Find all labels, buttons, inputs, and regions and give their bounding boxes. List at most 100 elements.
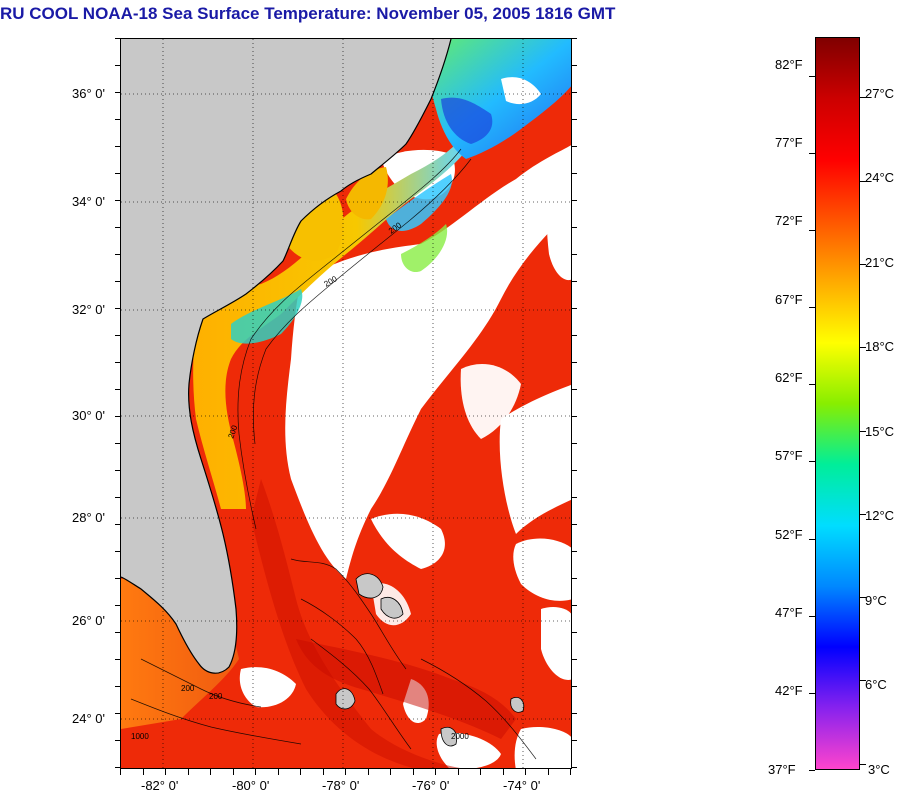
map-lat-tick — [572, 497, 577, 498]
map-lat-tick — [572, 308, 577, 309]
lon-label-78: -78° 0' — [322, 778, 360, 793]
map-lat-tick — [115, 119, 120, 120]
lat-label-32: 32° 0' — [72, 302, 105, 317]
map-lat-tick — [572, 362, 577, 363]
map-lat-tick — [115, 767, 120, 768]
map-lat-tick — [115, 551, 120, 552]
map-lat-tick — [572, 470, 577, 471]
map-lat-tick — [115, 200, 120, 201]
lon-label-82: -82° 0' — [141, 778, 179, 793]
colorbar-c-tick — [860, 347, 866, 348]
map-lat-tick — [115, 686, 120, 687]
map-lat-tick — [115, 281, 120, 282]
map-lat-tick — [115, 254, 120, 255]
map-lon-tick — [413, 769, 414, 775]
graticule — [121, 39, 571, 768]
map-lon-tick — [278, 769, 279, 775]
map-lat-tick — [572, 65, 577, 66]
colorbar-c-tick — [860, 514, 866, 515]
map-lat-tick — [115, 740, 120, 741]
contour-label: 1000 — [131, 732, 149, 741]
map-lat-tick — [572, 200, 577, 201]
map-lat-tick — [572, 173, 577, 174]
map-lat-tick — [572, 38, 577, 39]
map-lon-tick — [345, 769, 346, 775]
map-lon-tick — [368, 769, 369, 775]
colorbar-f-tick — [809, 153, 815, 154]
coastline — [121, 39, 452, 674]
colorbar-f-tick — [809, 770, 815, 771]
sst-map: 200 200 200 200 1000 2000 200 — [120, 38, 572, 769]
colorbar-c-tick — [860, 764, 866, 765]
colorbar-c-label: 12°C — [865, 508, 895, 523]
colorbar-c-label: 3°C — [868, 762, 890, 777]
colorbar-f-tick — [809, 539, 815, 540]
map-lat-tick — [572, 335, 577, 336]
map-lat-tick — [115, 443, 120, 444]
colorbar-f-label: 42°F — [775, 683, 803, 698]
map-lon-tick — [210, 769, 211, 775]
map-lat-tick — [115, 524, 120, 525]
map-lat-tick — [572, 227, 577, 228]
lat-label-36: 36° 0' — [72, 86, 105, 101]
lat-label-24: 24° 0' — [72, 711, 105, 726]
colorbar-c-tick — [860, 264, 866, 265]
map-lat-tick — [115, 227, 120, 228]
colorbar-f-label: 77°F — [775, 135, 803, 150]
map-lat-tick — [572, 146, 577, 147]
colorbar-f-label: 67°F — [775, 292, 803, 307]
map-lat-tick — [572, 713, 577, 714]
map-lat-tick — [115, 632, 120, 633]
colorbar-c-label: 15°C — [865, 424, 895, 439]
colorbar-c-tick — [860, 680, 866, 681]
colorbar-c-tick — [860, 597, 866, 598]
colorbar-c-tick — [860, 97, 866, 98]
map-lon-tick — [503, 769, 504, 775]
colorbar-c-label: 27°C — [865, 86, 895, 101]
map-lon-tick — [300, 769, 301, 775]
colorbar-f-label: 82°F — [775, 57, 803, 72]
lat-label-28: 28° 0' — [72, 510, 105, 525]
colorbar-c-tick — [860, 431, 866, 432]
colorbar-c-tick — [860, 181, 866, 182]
contour-label: 200 — [209, 692, 223, 701]
map-lat-tick — [115, 389, 120, 390]
map-lat-tick — [572, 254, 577, 255]
map-lat-tick — [115, 416, 120, 417]
map-lat-tick — [115, 335, 120, 336]
map-lon-tick — [525, 769, 526, 775]
lon-label-76: -76° 0' — [412, 778, 450, 793]
colorbar-f-label: 47°F — [775, 605, 803, 620]
map-lon-tick — [390, 769, 391, 775]
map-lat-tick — [572, 740, 577, 741]
colorbar-f-label: 37°F — [768, 762, 796, 777]
map-lat-tick — [115, 605, 120, 606]
map-lat-tick — [115, 146, 120, 147]
lat-label-34: 34° 0' — [72, 194, 105, 209]
map-lat-tick — [115, 308, 120, 309]
contour-label: 200 — [226, 424, 239, 440]
map-lat-tick — [572, 551, 577, 552]
contour-label: 2000 — [451, 732, 469, 741]
map-lat-tick — [572, 686, 577, 687]
map-lat-tick — [115, 470, 120, 471]
map-title: RU COOL NOAA-18 Sea Surface Temperature:… — [0, 4, 616, 23]
map-lat-tick — [572, 119, 577, 120]
colorbar-c-label: 24°C — [865, 170, 895, 185]
lat-label-26: 26° 0' — [72, 613, 105, 628]
colorbar-c-label: 18°C — [865, 339, 895, 354]
map-lon-tick — [570, 769, 571, 775]
map-lon-tick — [165, 769, 166, 775]
colorbar-f-tick — [809, 76, 815, 77]
colorbar-c-label: 21°C — [865, 255, 895, 270]
colorbar-f-label: 62°F — [775, 370, 803, 385]
map-lat-tick — [572, 443, 577, 444]
map-lat-tick — [115, 713, 120, 714]
map-lat-tick — [115, 65, 120, 66]
bathymetry-contours — [130, 148, 537, 760]
lon-label-80: -80° 0' — [232, 778, 270, 793]
colorbar-f-label: 57°F — [775, 448, 803, 463]
colorbar-c-label: 6°C — [865, 677, 887, 692]
map-lat-tick — [572, 605, 577, 606]
map-lat-tick — [572, 92, 577, 93]
